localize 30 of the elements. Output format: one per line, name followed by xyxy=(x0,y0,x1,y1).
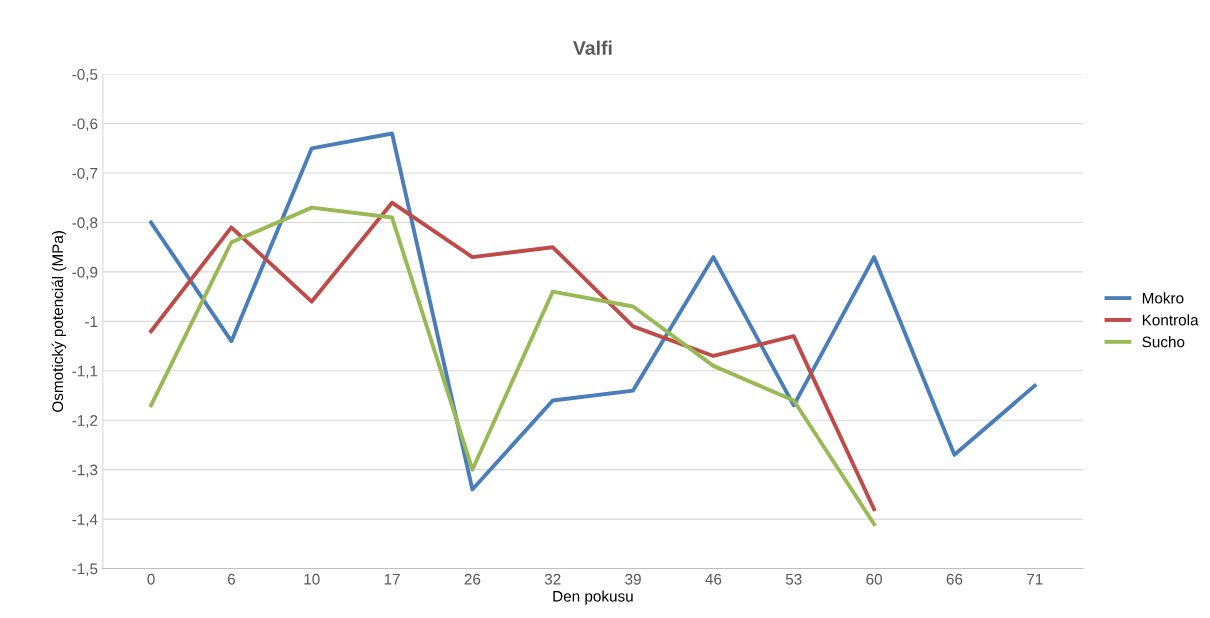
y-tick-label: -0,8 xyxy=(72,217,98,230)
y-tick-label: -0,5 xyxy=(72,69,98,82)
x-tick-label: 60 xyxy=(866,573,882,585)
legend-label: Sucho xyxy=(1142,336,1185,348)
x-tick-label: 6 xyxy=(227,573,235,585)
line-series xyxy=(149,131,1037,492)
y-tick-label: -0,6 xyxy=(72,118,98,132)
x-tick-label: 53 xyxy=(785,573,802,585)
x-axis-title: Den pokusu xyxy=(553,590,633,605)
y-tick-label: -1,5 xyxy=(72,563,98,577)
y-tick-label: -1,3 xyxy=(72,464,98,478)
x-tick-label: 71 xyxy=(1027,573,1043,585)
y-tick-label: -1,2 xyxy=(72,415,98,428)
y-axis-title: Osmotický potenciál (MPa) xyxy=(51,231,67,412)
y-tick-label: -1,1 xyxy=(72,365,98,379)
legend-label: Kontrola xyxy=(1142,314,1199,326)
y-tick-label: -1 xyxy=(85,316,98,327)
y-tick-label: -1,4 xyxy=(72,514,98,527)
y-tick-label: -0,7 xyxy=(72,167,98,181)
x-tick-label: 17 xyxy=(384,573,400,585)
y-tick-label: -0,9 xyxy=(72,266,98,280)
x-tick-label: 39 xyxy=(625,573,641,585)
x-tick-label: 32 xyxy=(544,573,561,585)
chart-title: Valfi xyxy=(573,40,612,55)
x-tick-label: 26 xyxy=(464,573,481,585)
x-tick-label: 46 xyxy=(705,573,722,585)
x-tick-label: 10 xyxy=(304,573,320,585)
x-tick-label: 0 xyxy=(147,573,155,585)
legend-label: Mokro xyxy=(1142,292,1184,304)
x-tick-label: 66 xyxy=(946,573,963,585)
